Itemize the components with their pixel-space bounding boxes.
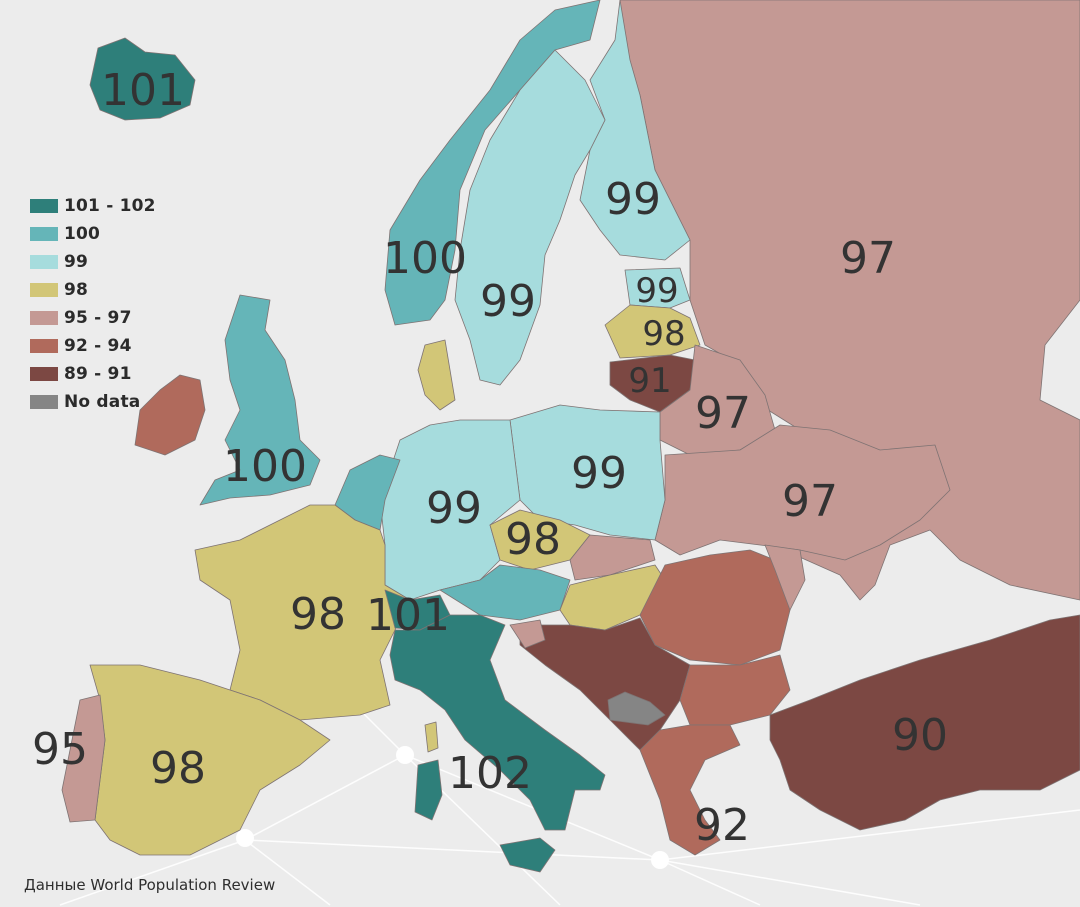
legend-label: 99 — [64, 252, 89, 272]
legend-swatch — [30, 283, 58, 297]
legend-item: 101 - 102 — [30, 192, 156, 220]
legend-swatch — [30, 367, 58, 381]
value-label-iceland: 101 — [101, 65, 185, 116]
turkey-region — [769, 614, 1080, 831]
value-label-finland: 99 — [605, 174, 661, 225]
legend-swatch — [30, 311, 58, 325]
value-label-italy: 102 — [448, 748, 532, 799]
legend-item: 100 — [30, 220, 156, 248]
portugal-region — [61, 694, 106, 823]
value-label-greece: 92 — [694, 800, 750, 851]
value-label-norway: 100 — [383, 233, 467, 284]
legend-swatch — [30, 395, 58, 409]
legend-label: No data — [64, 392, 141, 412]
value-label-spain: 98 — [150, 743, 206, 794]
value-label-germany: 99 — [426, 483, 482, 534]
legend-label: 92 - 94 — [64, 336, 132, 356]
value-label-switzerland: 101 — [366, 590, 450, 641]
legend-swatch — [30, 227, 58, 241]
value-label-turkey: 90 — [892, 710, 948, 761]
legend-label: 100 — [64, 224, 101, 244]
estonia-region — [624, 267, 691, 309]
legend-label: 89 - 91 — [64, 364, 132, 384]
value-labels: 101 100 99 99 97 99 98 91 97 100 99 99 9… — [32, 65, 948, 851]
corsica-region — [424, 721, 439, 753]
sweden-region — [454, 49, 606, 386]
legend-item: No data — [30, 388, 156, 416]
sea-grid-nodes — [236, 746, 669, 869]
sicily-region — [499, 837, 556, 873]
uk-region — [199, 294, 321, 506]
finland-region — [579, 0, 691, 261]
latvia-region — [604, 304, 701, 359]
legend-swatch — [30, 339, 58, 353]
legend-item: 92 - 94 — [30, 332, 156, 360]
value-label-estonia: 99 — [635, 271, 678, 311]
legend-label: 95 - 97 — [64, 308, 132, 328]
legend-swatch — [30, 255, 58, 269]
legend: 101 - 102 100 99 98 95 - 97 92 - 94 89 -… — [30, 192, 156, 416]
denmark-region — [417, 339, 456, 411]
no-data-region — [607, 691, 666, 726]
legend-item: 89 - 91 — [30, 360, 156, 388]
austria-region — [439, 564, 571, 621]
value-label-ukraine: 97 — [782, 476, 838, 527]
russia-region — [619, 0, 1080, 601]
value-label-france: 98 — [290, 589, 346, 640]
value-label-uk: 100 — [223, 441, 307, 492]
legend-item: 98 — [30, 276, 156, 304]
value-label-sweden: 99 — [480, 276, 536, 327]
romania-region — [639, 549, 791, 666]
value-label-portugal: 95 — [32, 724, 88, 775]
value-label-poland: 99 — [571, 448, 627, 499]
iceland-region — [89, 37, 196, 121]
ireland-region — [134, 374, 206, 456]
legend-swatch — [30, 199, 58, 213]
moldova-region — [764, 544, 806, 611]
legend-item: 95 - 97 — [30, 304, 156, 332]
legend-item: 99 — [30, 248, 156, 276]
source-caption: Данные World Population Review — [24, 876, 276, 894]
italy-region — [389, 614, 606, 831]
value-label-latvia: 98 — [642, 314, 685, 354]
greece-region — [639, 724, 741, 856]
countries — [61, 0, 1080, 873]
legend-label: 98 — [64, 280, 89, 300]
value-label-belarus: 97 — [695, 388, 751, 439]
value-label-czechia: 98 — [505, 514, 561, 565]
germany-region — [379, 419, 521, 601]
norway-region — [384, 0, 601, 326]
legend-label: 101 - 102 — [64, 196, 156, 216]
slovenia-region — [509, 619, 546, 649]
value-label-lithuania: 91 — [628, 361, 671, 401]
value-label-russia: 97 — [840, 233, 896, 284]
ukraine-region — [654, 424, 951, 561]
sardinia-region — [414, 759, 443, 821]
